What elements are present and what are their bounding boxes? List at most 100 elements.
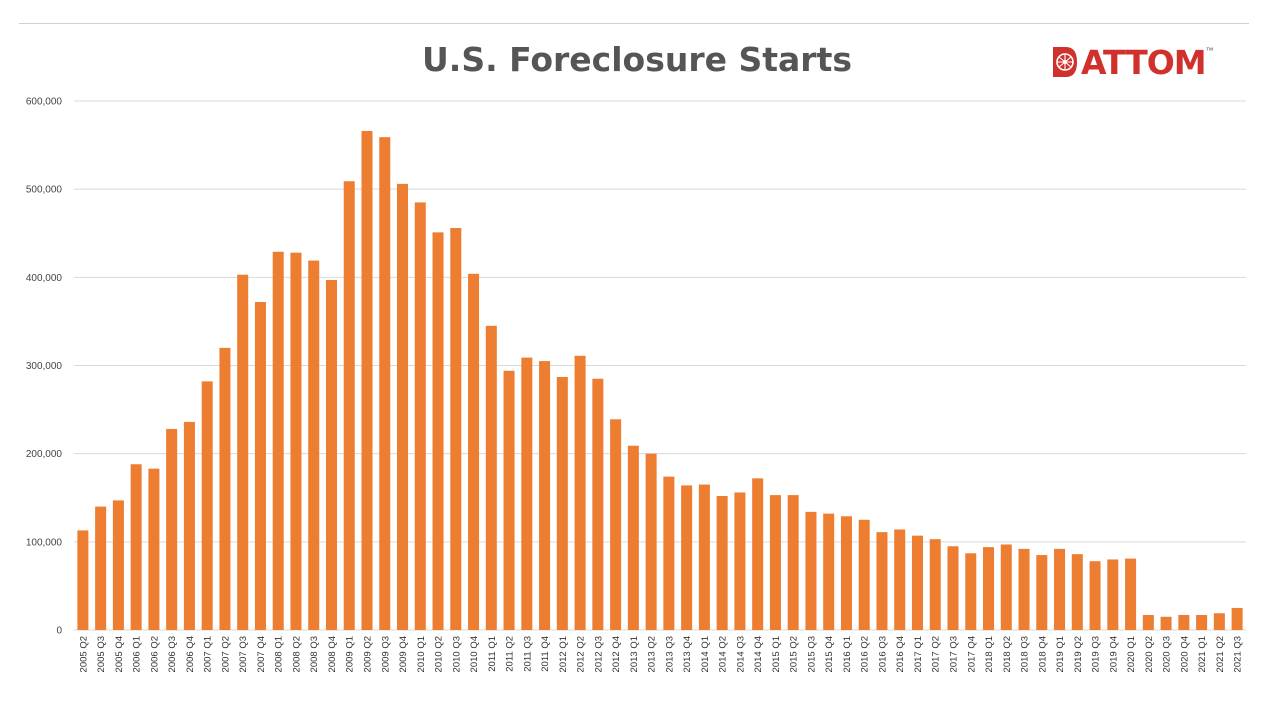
bar [432, 232, 444, 630]
y-tick-label: 400,000 [26, 273, 63, 284]
x-tick-label: 2006 Q4 [185, 636, 196, 672]
x-tick-label: 2009 Q1 [345, 636, 356, 672]
x-tick-label: 2016 Q4 [895, 636, 906, 672]
bar [272, 251, 284, 630]
x-tick-label: 2021 Q1 [1197, 636, 1208, 672]
x-tick-label: 2011 Q1 [487, 636, 498, 672]
y-tick-label: 200,000 [26, 449, 63, 460]
x-tick-label: 2017 Q4 [966, 636, 977, 672]
x-tick-label: 2014 Q4 [753, 636, 764, 672]
bar [983, 547, 995, 630]
bar [95, 506, 107, 630]
chart-title: U.S. Foreclosure Starts [422, 40, 852, 79]
x-tick-label: 2019 Q2 [1073, 636, 1084, 672]
x-tick-label: 2012 Q1 [558, 636, 569, 672]
x-tick-label: 2014 Q1 [700, 636, 711, 672]
bar [1107, 559, 1119, 630]
bar [237, 274, 249, 630]
bar [840, 516, 852, 630]
x-tick-label: 2009 Q3 [380, 636, 391, 672]
x-tick-label: 2013 Q2 [647, 636, 658, 672]
y-tick-label: 100,000 [26, 537, 63, 548]
bar [1054, 548, 1066, 630]
bar [610, 419, 622, 630]
gridlines [74, 100, 1246, 631]
x-tick-label: 2012 Q4 [611, 636, 622, 672]
x-tick-label: 2014 Q2 [718, 636, 729, 672]
x-tick-label: 2015 Q1 [771, 636, 782, 672]
y-tick-label: 500,000 [26, 185, 63, 196]
bar [183, 421, 195, 630]
bar [450, 227, 462, 630]
x-tick-label: 2007 Q3 [238, 636, 249, 672]
x-tick-label: 2009 Q4 [398, 636, 409, 672]
x-tick-label: 2019 Q4 [1108, 636, 1119, 672]
x-tick-label: 2005 Q2 [78, 636, 89, 672]
bar [414, 202, 426, 630]
x-tick-label: 2013 Q4 [682, 636, 693, 672]
bar [1071, 554, 1083, 630]
x-tick-label: 2016 Q1 [842, 636, 853, 672]
x-tick-label: 2015 Q3 [806, 636, 817, 672]
bar [503, 370, 515, 630]
bar [716, 495, 728, 630]
bar [929, 539, 941, 630]
x-tick-label: 2019 Q3 [1091, 636, 1102, 672]
x-tick-label: 2008 Q3 [309, 636, 320, 672]
top-divider [19, 23, 1249, 24]
x-tick-label: 2018 Q2 [1002, 636, 1013, 672]
bar [1231, 607, 1243, 630]
bar [663, 476, 675, 630]
x-tick-label: 2017 Q2 [931, 636, 942, 672]
x-tick-label: 2007 Q2 [220, 636, 231, 672]
bar [769, 495, 781, 630]
y-axis-ticks: 0 100,000 200,000 300,000 400,000 500,000 600,… [26, 97, 63, 637]
bar [876, 532, 888, 630]
bar [1160, 616, 1172, 630]
x-tick-label: 2008 Q4 [327, 636, 338, 672]
x-tick-label: 2021 Q3 [1233, 636, 1244, 672]
bar [77, 530, 89, 630]
x-tick-label: 2021 Q2 [1215, 636, 1226, 672]
x-tick-label: 2010 Q1 [416, 636, 427, 672]
bar [592, 378, 604, 630]
x-tick-label: 2020 Q4 [1179, 636, 1190, 672]
bar [308, 260, 320, 630]
bar [539, 361, 551, 630]
x-tick-label: 2005 Q3 [96, 636, 107, 672]
bar [1036, 555, 1048, 630]
bar [397, 183, 409, 631]
x-tick-label: 2013 Q1 [629, 636, 640, 672]
bar [1089, 561, 1101, 630]
bar [787, 495, 799, 630]
attom-logo: ATTOM ™ [1052, 42, 1214, 82]
trademark-mark: ™ [1205, 46, 1214, 55]
bar [1142, 615, 1154, 630]
bar [166, 428, 178, 630]
x-tick-label: 2007 Q1 [203, 636, 214, 672]
bar [1196, 615, 1208, 630]
bar [521, 357, 533, 630]
x-tick-label: 2006 Q2 [149, 636, 160, 672]
bar [343, 181, 355, 630]
bar [1178, 615, 1190, 630]
x-tick-label: 2020 Q3 [1162, 636, 1173, 672]
y-tick-label: 300,000 [26, 361, 63, 372]
bar [698, 484, 710, 630]
bar [911, 535, 923, 630]
x-axis-ticks: 2005 Q2 2005 Q3 2005 Q4 2006 Q1 2006 Q2 2006 … [78, 636, 1243, 672]
bar [556, 376, 568, 630]
x-tick-label: 2008 Q2 [291, 636, 302, 672]
bar [965, 553, 977, 630]
x-tick-label: 2012 Q3 [593, 636, 604, 672]
bar [645, 453, 657, 630]
attom-logo-text: ATTOM [1081, 42, 1207, 82]
bar [894, 529, 906, 630]
bar [1018, 548, 1030, 630]
x-tick-label: 2016 Q3 [877, 636, 888, 672]
bar [290, 252, 302, 630]
x-tick-label: 2020 Q2 [1144, 636, 1155, 672]
bar [219, 347, 231, 630]
bar [148, 468, 160, 630]
